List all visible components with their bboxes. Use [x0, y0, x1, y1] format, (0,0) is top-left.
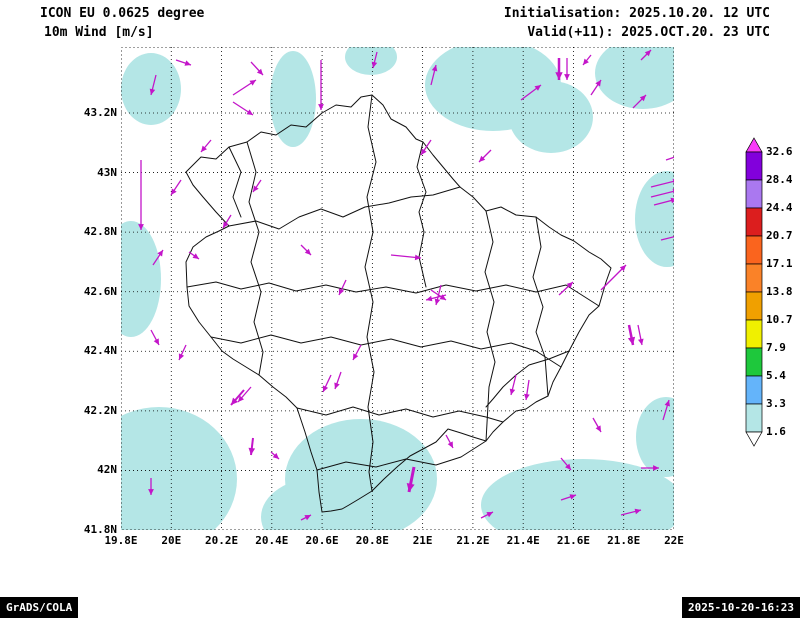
colorbar-segment	[745, 319, 763, 349]
x-tick-label: 21.6E	[556, 534, 591, 547]
colorbar-segment	[745, 151, 763, 181]
colorbar-segment	[745, 179, 763, 209]
colorbar-level-label: 7.9	[766, 341, 786, 354]
country-border	[185, 94, 612, 513]
wind-map	[121, 47, 674, 530]
colorbar-segment	[745, 207, 763, 237]
colorbar-level-label: 3.3	[766, 397, 786, 410]
y-tick-label: 42.8N	[83, 225, 117, 239]
shaded-region	[270, 51, 316, 147]
x-tick-label: 21.4E	[506, 534, 540, 547]
y-tick-label: 42.6N	[83, 284, 117, 298]
colorbar-level-label: 13.8	[766, 285, 793, 298]
init-time-label: Initialisation: 2025.10.20. 12 UTC	[503, 6, 770, 21]
y-tick-label: 42N	[97, 463, 117, 477]
x-tick-label: 21.2E	[456, 534, 490, 547]
colorbar-level-label: 20.7	[766, 229, 793, 242]
y-tick-label: 42.2N	[83, 403, 117, 417]
shaded-region	[595, 47, 674, 109]
colorbar-segment	[745, 375, 763, 405]
model-title: ICON EU 0.0625 degree	[40, 6, 205, 21]
colorbar-segment	[745, 403, 763, 433]
wind-vectors	[138, 49, 674, 521]
colorbar-level-label: 17.1	[766, 257, 793, 270]
x-tick-label: 20.2E	[204, 534, 239, 547]
district-border	[485, 350, 570, 408]
creation-timestamp-badge: 2025-10-20-16:23	[682, 597, 800, 618]
district-border	[316, 440, 487, 471]
x-tick-label: 21E	[412, 534, 433, 547]
admin-boundaries	[185, 94, 612, 513]
district-border	[484, 210, 496, 442]
y-tick-label: 41.8N	[83, 523, 117, 536]
colorbar-level-label: 5.4	[766, 369, 786, 382]
x-tick-label: 20E	[161, 534, 182, 547]
shaded-region	[509, 81, 593, 153]
colorbar-segment	[745, 347, 763, 377]
colorbar-top-arrow	[745, 137, 763, 153]
colorbar-segment	[745, 263, 763, 293]
district-border	[246, 141, 264, 376]
district-border	[186, 281, 600, 307]
colorbar-segment	[745, 235, 763, 265]
shaded-region	[121, 407, 237, 530]
shaded-wind-areas	[121, 47, 674, 530]
district-border	[228, 146, 242, 218]
district-border	[416, 141, 427, 288]
x-tick-label: 19.8E	[104, 534, 138, 547]
shaded-region	[121, 221, 161, 337]
district-border	[228, 186, 461, 230]
y-tick-label: 42.4N	[83, 344, 117, 358]
valid-time-label: Valid(+11): 2025.OCT.20. 23 UTC	[527, 25, 770, 40]
colorbar-level-label: 24.4	[766, 201, 793, 214]
grads-credit-badge: GrADS/COLA	[0, 597, 79, 618]
colorbar-level-label: 1.6	[766, 425, 786, 438]
field-title: 10m Wind [m/s]	[44, 25, 154, 40]
colorbar-level-label: 28.4	[766, 173, 793, 186]
colorbar-level-label: 10.7	[766, 313, 793, 326]
colorbar-segment	[745, 291, 763, 321]
district-border	[364, 94, 377, 492]
shaded-region	[636, 397, 674, 477]
x-tick-label: 20.6E	[305, 534, 339, 547]
district-border	[296, 406, 504, 423]
colorbar	[745, 137, 763, 447]
district-border	[210, 334, 562, 368]
x-tick-label: 21.8E	[607, 534, 641, 547]
district-border	[532, 216, 549, 397]
shaded-region	[345, 47, 397, 75]
shaded-region	[481, 459, 674, 530]
y-tick-label: 43N	[97, 165, 117, 179]
x-tick-label: 20.8E	[355, 534, 389, 547]
colorbar-level-label: 32.6	[766, 145, 793, 158]
shaded-region	[635, 171, 674, 267]
lat-lon-grid	[121, 47, 674, 530]
x-tick-label: 22E	[664, 534, 684, 547]
x-tick-label: 20.4E	[255, 534, 289, 547]
colorbar-bottom-arrow	[745, 431, 763, 447]
y-tick-label: 43.2N	[83, 106, 117, 119]
